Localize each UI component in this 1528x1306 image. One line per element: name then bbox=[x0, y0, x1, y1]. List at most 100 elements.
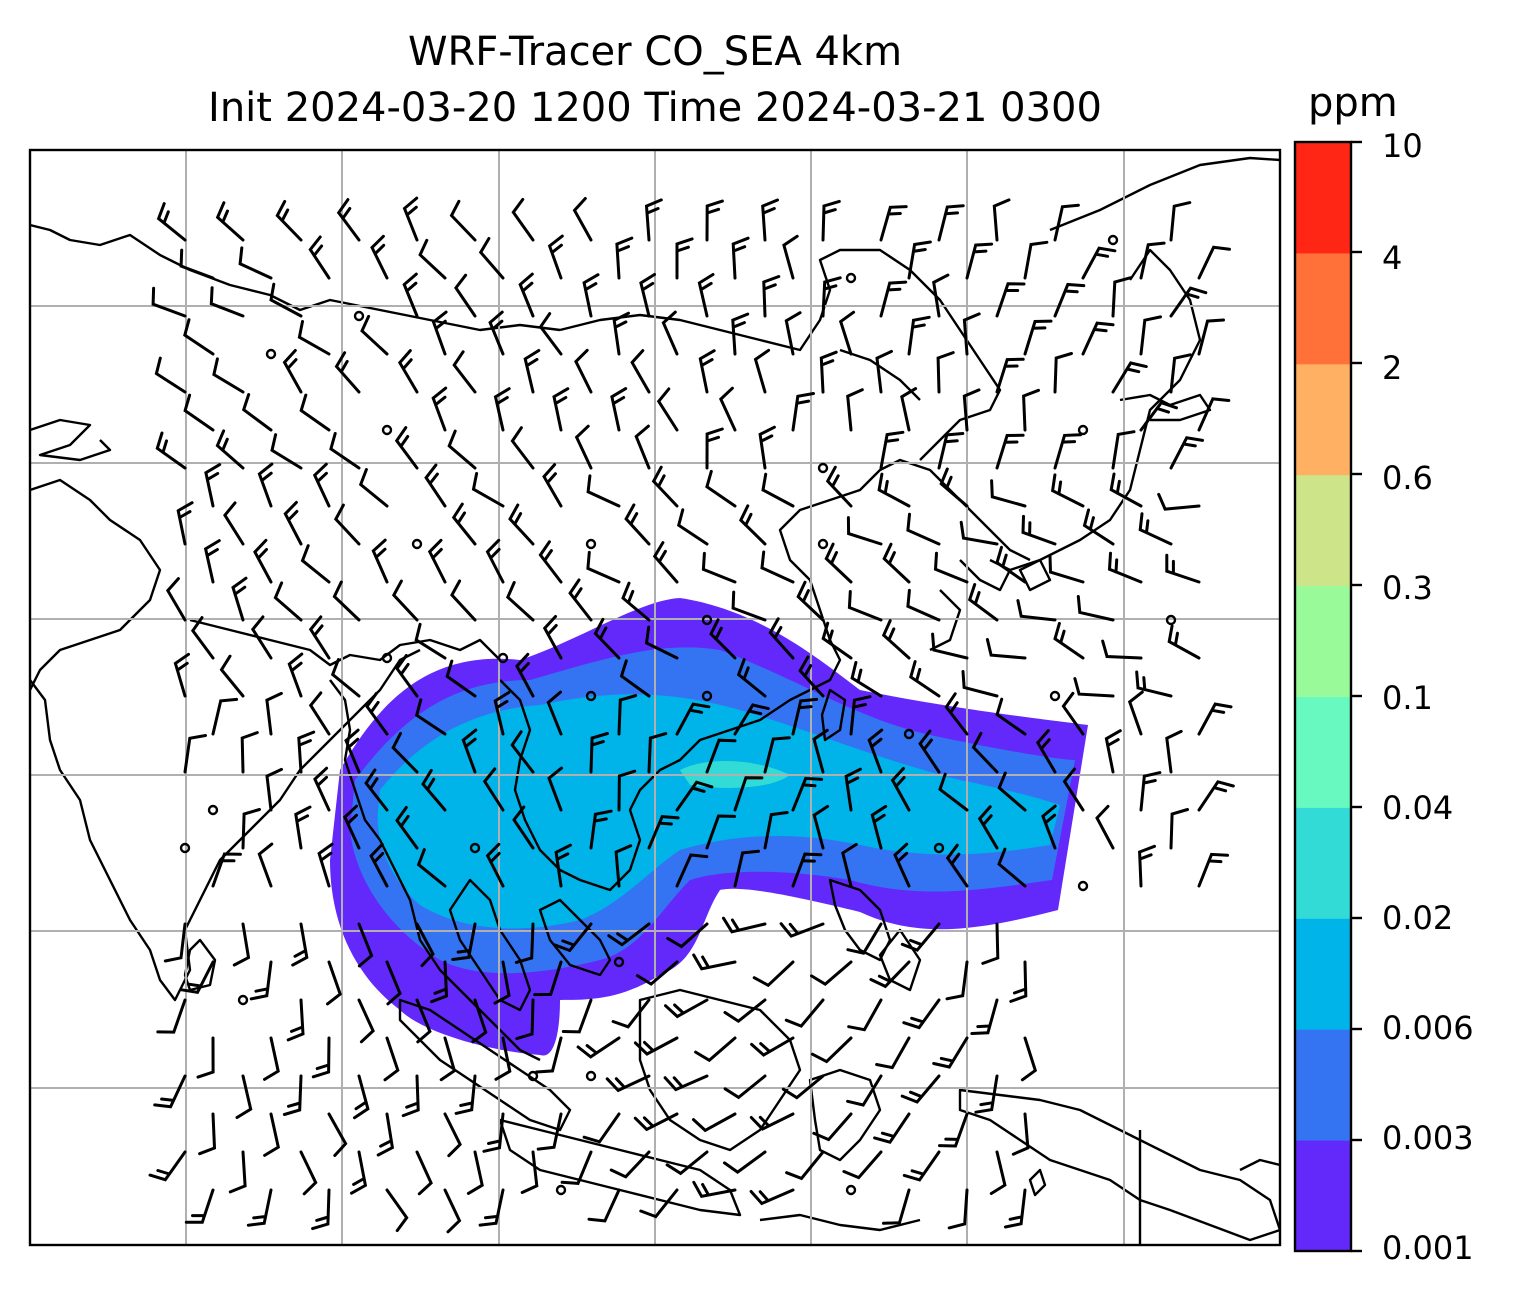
calm-wind-marker bbox=[1165, 614, 1177, 626]
wind-barb bbox=[329, 432, 361, 470]
colorbar-ticks bbox=[1351, 140, 1362, 1253]
wind-barb bbox=[838, 310, 856, 356]
wind-barb bbox=[209, 286, 245, 318]
colorbar-segment bbox=[1295, 1029, 1351, 1141]
wind-barb bbox=[163, 922, 187, 963]
wind-barb bbox=[250, 615, 273, 660]
wind-barb bbox=[785, 1150, 825, 1181]
wind-barb bbox=[619, 659, 651, 698]
wind-barb bbox=[633, 1112, 679, 1132]
wind-barb bbox=[357, 998, 375, 1044]
wind-barb bbox=[867, 728, 884, 774]
calm-wind-marker bbox=[555, 1184, 567, 1196]
wind-barb bbox=[656, 387, 679, 432]
wind-barb bbox=[639, 1188, 679, 1219]
wind-barb bbox=[995, 282, 1026, 318]
plume-core bbox=[377, 694, 1060, 929]
wind-barb bbox=[731, 312, 750, 356]
wind-barb bbox=[633, 1036, 679, 1056]
calm-wind-marker bbox=[585, 1070, 597, 1082]
wind-barb bbox=[443, 1188, 462, 1234]
wind-barb bbox=[365, 692, 389, 736]
wind-barb bbox=[568, 578, 593, 622]
wind-barb bbox=[1073, 677, 1115, 698]
wind-barb bbox=[676, 508, 709, 546]
wind-barb bbox=[511, 197, 535, 242]
wind-barb bbox=[995, 697, 1027, 736]
wind-barb bbox=[574, 348, 593, 394]
wind-barb bbox=[1197, 702, 1233, 736]
wind-barb bbox=[313, 766, 331, 812]
wind-barb bbox=[415, 922, 435, 968]
wind-barb bbox=[847, 590, 883, 622]
wind-barb bbox=[909, 660, 941, 698]
wind-barb bbox=[1053, 433, 1082, 470]
wind-barb bbox=[482, 1112, 505, 1153]
wind-barb bbox=[493, 691, 511, 736]
wind-barb bbox=[652, 541, 679, 584]
wind-barb bbox=[1111, 430, 1136, 470]
wind-barb bbox=[647, 732, 668, 774]
wind-barb bbox=[989, 1150, 1007, 1195]
wind-barb bbox=[424, 463, 447, 508]
wind-barb bbox=[1023, 319, 1053, 356]
wind-barb bbox=[215, 201, 245, 242]
wind-barb bbox=[791, 392, 815, 432]
wind-barb bbox=[282, 1074, 303, 1116]
colorbar-tick-label: 0.6 bbox=[1382, 459, 1433, 497]
wind-barb bbox=[902, 1150, 941, 1182]
wind-barb bbox=[1062, 767, 1085, 812]
wind-barb bbox=[1050, 473, 1085, 508]
wind-barb bbox=[977, 805, 999, 850]
wind-barb bbox=[723, 1150, 767, 1174]
wind-barb bbox=[1139, 315, 1162, 356]
wind-barb bbox=[370, 234, 389, 280]
wind-barb bbox=[332, 580, 361, 622]
calm-wind-marker bbox=[845, 1184, 857, 1196]
wind-barb bbox=[768, 617, 795, 660]
wind-barb bbox=[731, 236, 750, 280]
wind-barb bbox=[906, 588, 941, 622]
wind-barb bbox=[798, 655, 825, 698]
wind-barb bbox=[1041, 804, 1057, 850]
wind-barb bbox=[945, 843, 969, 888]
wind-barb bbox=[675, 237, 694, 280]
wind-barb bbox=[165, 577, 187, 622]
wind-barb bbox=[299, 1150, 318, 1196]
calm-wind-marker bbox=[179, 842, 191, 854]
wind-barb bbox=[416, 848, 447, 888]
wind-barb bbox=[890, 767, 911, 812]
wind-barb bbox=[1053, 352, 1073, 394]
wind-barb bbox=[893, 842, 911, 888]
wind-barb bbox=[1020, 1036, 1038, 1082]
colorbar-tick-label: 10 bbox=[1382, 127, 1423, 165]
wind-barb bbox=[478, 1188, 505, 1227]
calm-wind-marker bbox=[207, 804, 219, 816]
wind-barb bbox=[241, 393, 273, 432]
wind-barb bbox=[875, 1036, 911, 1070]
wind-barb bbox=[554, 843, 572, 888]
wind-barb bbox=[286, 998, 305, 1042]
calm-wind-marker bbox=[1077, 880, 1089, 892]
wind-barb bbox=[939, 467, 969, 508]
wind-barb bbox=[918, 729, 941, 774]
calm-wind-marker bbox=[613, 956, 625, 968]
wind-barb bbox=[445, 659, 477, 698]
wind-barb bbox=[586, 550, 621, 584]
wind-barb bbox=[414, 622, 447, 660]
wind-barb bbox=[427, 538, 447, 584]
wind-barb bbox=[510, 426, 535, 470]
wind-barb bbox=[342, 804, 361, 850]
wind-barb bbox=[263, 1112, 280, 1157]
wind-barb bbox=[397, 349, 419, 394]
wind-barb bbox=[1081, 246, 1117, 280]
wind-barb bbox=[336, 198, 361, 242]
calm-wind-marker bbox=[1049, 690, 1061, 702]
wind-barb bbox=[488, 310, 505, 356]
wind-barb bbox=[478, 237, 505, 280]
colorbar-tick-label: 0.001 bbox=[1382, 1229, 1474, 1267]
colorbar-tick-label: 2 bbox=[1382, 349, 1403, 387]
wind-barb bbox=[749, 1112, 795, 1131]
wind-barb bbox=[846, 516, 883, 546]
wind-barb bbox=[228, 1150, 247, 1194]
